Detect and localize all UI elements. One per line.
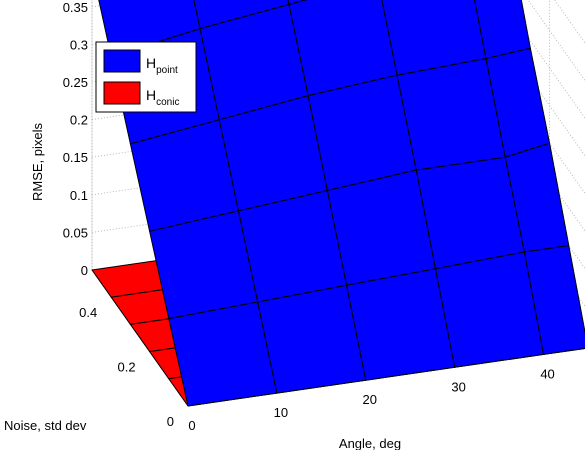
legend-swatch-h-conic <box>103 81 141 105</box>
tick-labels: 0 10 20 30 40 0 0.2 0.4 0 0.05 0.1 0.15 0.2 0.25 0.3 0.… <box>63 0 555 433</box>
z-tick-label: 0.05 <box>63 225 88 240</box>
surface-h-point <box>98 0 585 407</box>
z-tick-label: 0.25 <box>63 75 88 90</box>
z-tick-label: 0.35 <box>63 0 88 15</box>
z-tick-label: 0.3 <box>70 37 88 52</box>
legend-swatch-h-point <box>103 49 141 73</box>
legend-label-h-conic: Hconic <box>146 87 179 108</box>
surface-patch <box>307 74 417 191</box>
legend-label-h-point: Hpoint <box>146 55 178 76</box>
z-tick-label: 0.15 <box>63 150 88 165</box>
y-tick-label: 0.4 <box>79 305 97 320</box>
x-tick-label: 20 <box>363 392 377 407</box>
x-tick-label: 30 <box>451 379 465 394</box>
surfaces <box>91 0 585 407</box>
z-tick-label: 0.2 <box>70 113 88 128</box>
y-tick-label: 0 <box>167 414 174 429</box>
x-tick-label: 10 <box>274 405 288 420</box>
z-tick-label: 0 <box>81 263 88 278</box>
x-tick-label: 40 <box>540 366 554 381</box>
z-axis-label: RMSE, pixels <box>30 122 45 201</box>
z-tick-label: 0.1 <box>70 188 88 203</box>
surface-patch <box>523 245 585 355</box>
x-axis-label: Angle, deg <box>339 436 401 450</box>
y-tick-label: 0.2 <box>118 360 136 375</box>
legend: Hpoint Hconic <box>95 41 197 113</box>
x-tick-label: 0 <box>188 418 195 433</box>
y-axis-label: Noise, std dev <box>4 418 87 433</box>
